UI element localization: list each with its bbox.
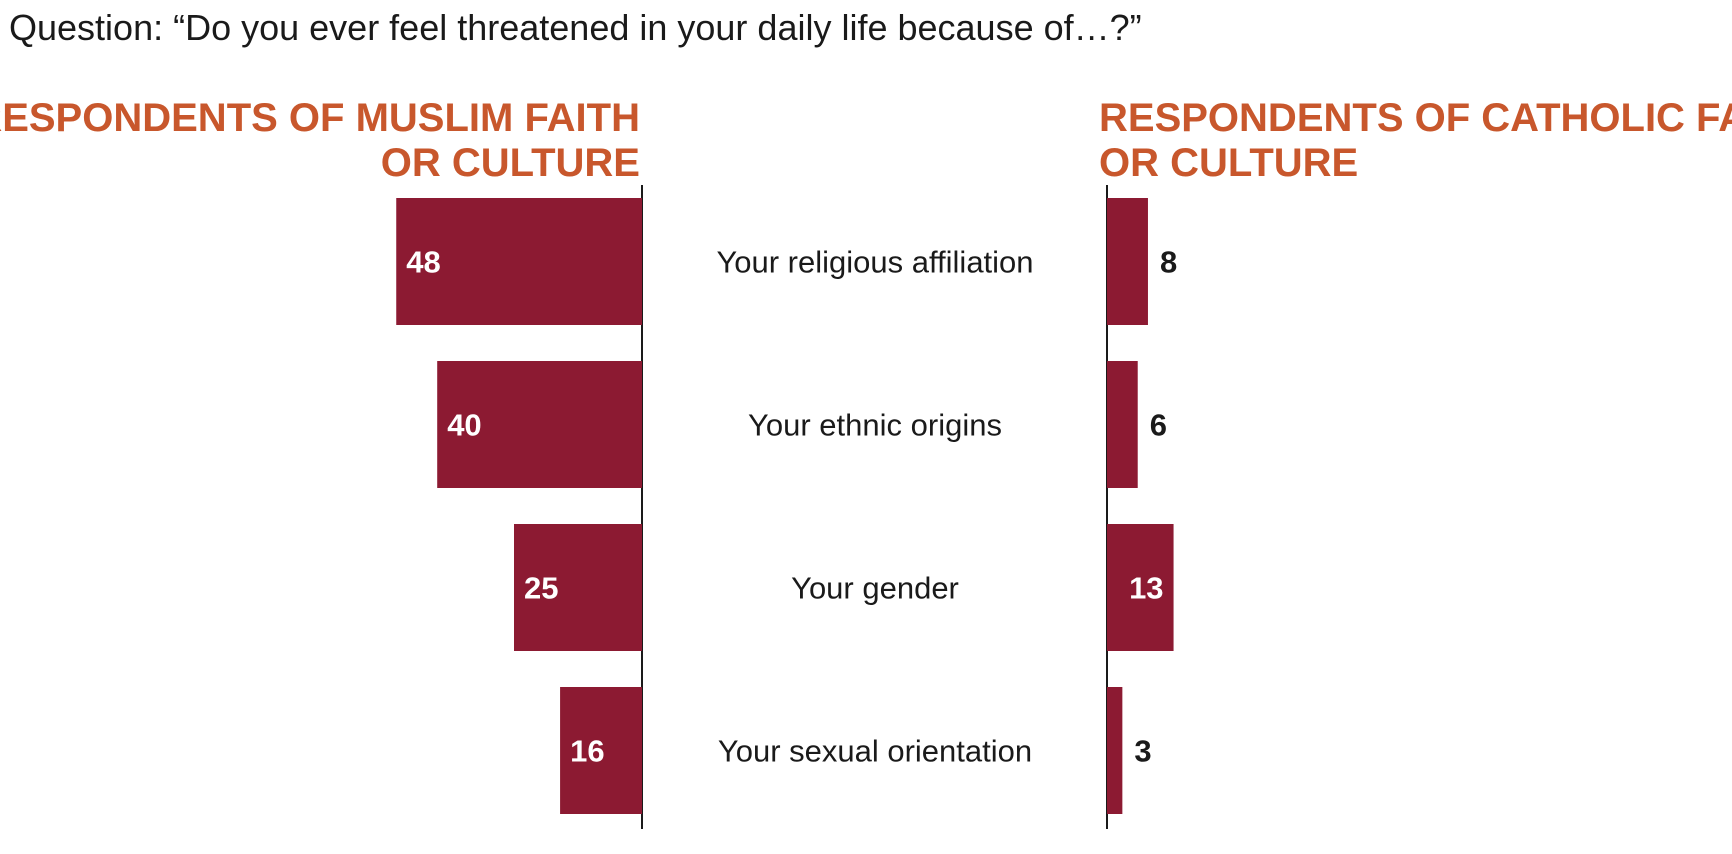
category-label: Your ethnic origins	[748, 408, 1002, 443]
right-bar	[1107, 524, 1174, 651]
left-bar	[514, 524, 642, 651]
left-bar	[560, 687, 642, 814]
left-bar	[396, 198, 642, 325]
bars-layer	[396, 198, 1174, 814]
left-value-label: 25	[524, 571, 558, 606]
right-value-label: 13	[1129, 571, 1163, 606]
question-text: Question: “Do you ever feel threatened i…	[9, 7, 1142, 48]
category-label: Your religious affiliation	[716, 245, 1033, 280]
right-value-label: 6	[1150, 408, 1167, 443]
right-value-label: 8	[1160, 245, 1177, 280]
category-label: Your sexual orientation	[718, 734, 1032, 769]
left-value-label: 40	[447, 408, 481, 443]
labels-layer: 48 Your religious affiliation 8 40 Your ethn…	[406, 245, 1177, 769]
left-group-title-line-2: OR CULTURE	[381, 141, 640, 185]
right-group-title-line-2: OR CULTURE	[1099, 141, 1358, 185]
left-value-label: 16	[570, 734, 604, 769]
right-bar	[1107, 198, 1148, 325]
right-value-label: 3	[1134, 734, 1151, 769]
left-group-title-line-1: RESPONDENTS OF MUSLIM FAITH	[0, 96, 640, 140]
category-label: Your gender	[791, 571, 959, 606]
right-bar	[1107, 361, 1138, 488]
right-bar	[1107, 687, 1123, 814]
right-group-title-line-1: RESPONDENTS OF CATHOLIC FAITH	[1099, 96, 1732, 140]
left-value-label: 48	[406, 245, 440, 280]
left-bar	[437, 361, 642, 488]
